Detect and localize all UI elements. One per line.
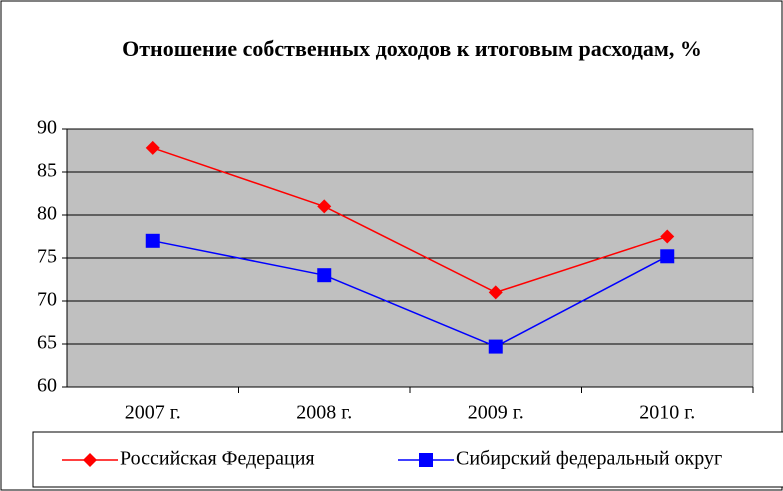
marker	[660, 229, 675, 244]
marker	[419, 453, 433, 467]
marker	[145, 140, 160, 155]
marker	[317, 268, 332, 283]
marker	[488, 285, 503, 300]
marker	[660, 249, 675, 264]
y-tick-label: 70	[37, 289, 57, 311]
y-tick-label: 80	[37, 203, 57, 225]
legend-label: Сибирский федеральный округ	[456, 448, 722, 470]
marker	[317, 199, 332, 214]
x-tick-label: 2007 г.	[125, 402, 181, 424]
x-tick-label: 2010 г.	[639, 402, 695, 424]
marker	[145, 233, 160, 248]
series-line	[152, 240, 668, 348]
y-tick-label: 60	[37, 375, 57, 397]
y-tick-label: 85	[37, 160, 57, 182]
x-tick-label: 2009 г.	[468, 402, 524, 424]
marker	[83, 453, 97, 467]
x-tick-label: 2008 г.	[296, 402, 352, 424]
y-tick-label: 75	[37, 246, 57, 268]
y-tick-label: 65	[37, 332, 57, 354]
series-line	[152, 147, 668, 294]
chart-title: Отношение собственных доходов к итоговым…	[122, 36, 702, 61]
marker	[488, 339, 503, 354]
y-tick-label: 90	[37, 117, 57, 139]
legend-label: Российская Федерация	[120, 448, 315, 470]
